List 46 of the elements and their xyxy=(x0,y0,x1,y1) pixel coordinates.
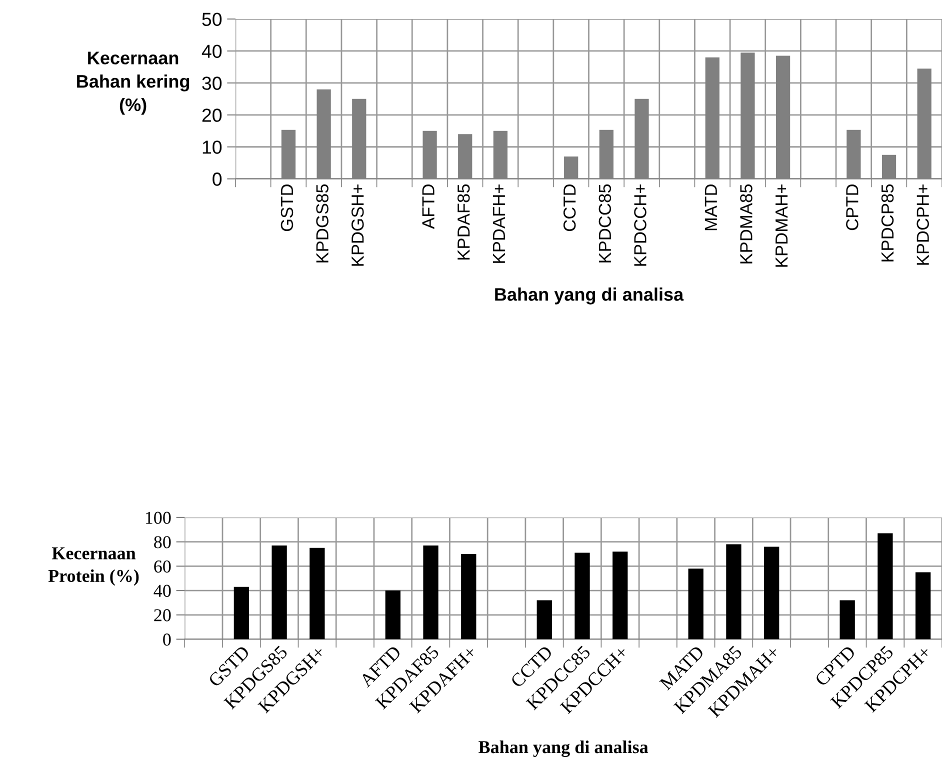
x-tick-label: GSTD xyxy=(280,184,294,232)
y-tick-label: 20 xyxy=(202,108,222,122)
bar xyxy=(272,545,287,640)
y-axis-title: Kecernaan Protein (%) xyxy=(48,547,139,586)
y-tick-label: 0 xyxy=(163,633,171,646)
x-tick-label: CPTD xyxy=(846,184,858,230)
x-tick-label: MATD xyxy=(704,184,717,230)
bar xyxy=(764,546,780,640)
bar xyxy=(461,554,476,640)
x-tick-label: CCTD xyxy=(563,184,576,232)
bar xyxy=(688,568,704,640)
x-tick-label: KPDCPH+ xyxy=(916,184,929,265)
x-tick-label: KPDCCH+ xyxy=(634,184,646,266)
y-tick-label: 50 xyxy=(202,12,222,26)
y-axis-title: Kecernaan Bahan kering (%) xyxy=(77,52,190,115)
bar xyxy=(536,600,552,640)
x-tick-label: KPDAFH+ xyxy=(492,184,505,263)
y-tick-label: 40 xyxy=(154,584,171,597)
bar xyxy=(234,586,250,640)
x-tick-label: AFTD xyxy=(422,184,434,229)
y-tick-label: 100 xyxy=(146,512,171,524)
x-tick-label: KPDMAH+ xyxy=(776,184,788,267)
y-tick-label: 80 xyxy=(154,536,171,548)
bar xyxy=(310,548,325,640)
x-tick-label: KPDAF85 xyxy=(457,184,470,260)
bar xyxy=(915,572,931,640)
x-tick-label: KPDGSH+ xyxy=(352,184,364,266)
x-tick-label: KPDCP85 xyxy=(881,184,894,262)
bar xyxy=(423,545,438,640)
bar xyxy=(574,552,590,640)
bar xyxy=(612,552,628,640)
x-tick-label: KPDCC85 xyxy=(598,184,612,262)
y-tick-label: 60 xyxy=(154,560,171,573)
bar xyxy=(840,600,855,640)
y-tick-label: 0 xyxy=(212,172,222,186)
y-tick-label: 20 xyxy=(154,609,171,622)
bar xyxy=(726,544,742,640)
bar xyxy=(878,533,893,640)
y-tick-label: 40 xyxy=(202,44,222,58)
x-axis-title: Bahan yang di analisa xyxy=(478,740,648,758)
y-tick-label: 10 xyxy=(202,140,222,154)
x-axis-title: Bahan yang di analisa xyxy=(495,288,684,304)
bar xyxy=(385,590,400,640)
y-tick-label: 30 xyxy=(202,76,222,90)
x-tick-label: KPDMA85 xyxy=(740,184,752,264)
x-tick-label: KPDGS85 xyxy=(316,184,328,262)
